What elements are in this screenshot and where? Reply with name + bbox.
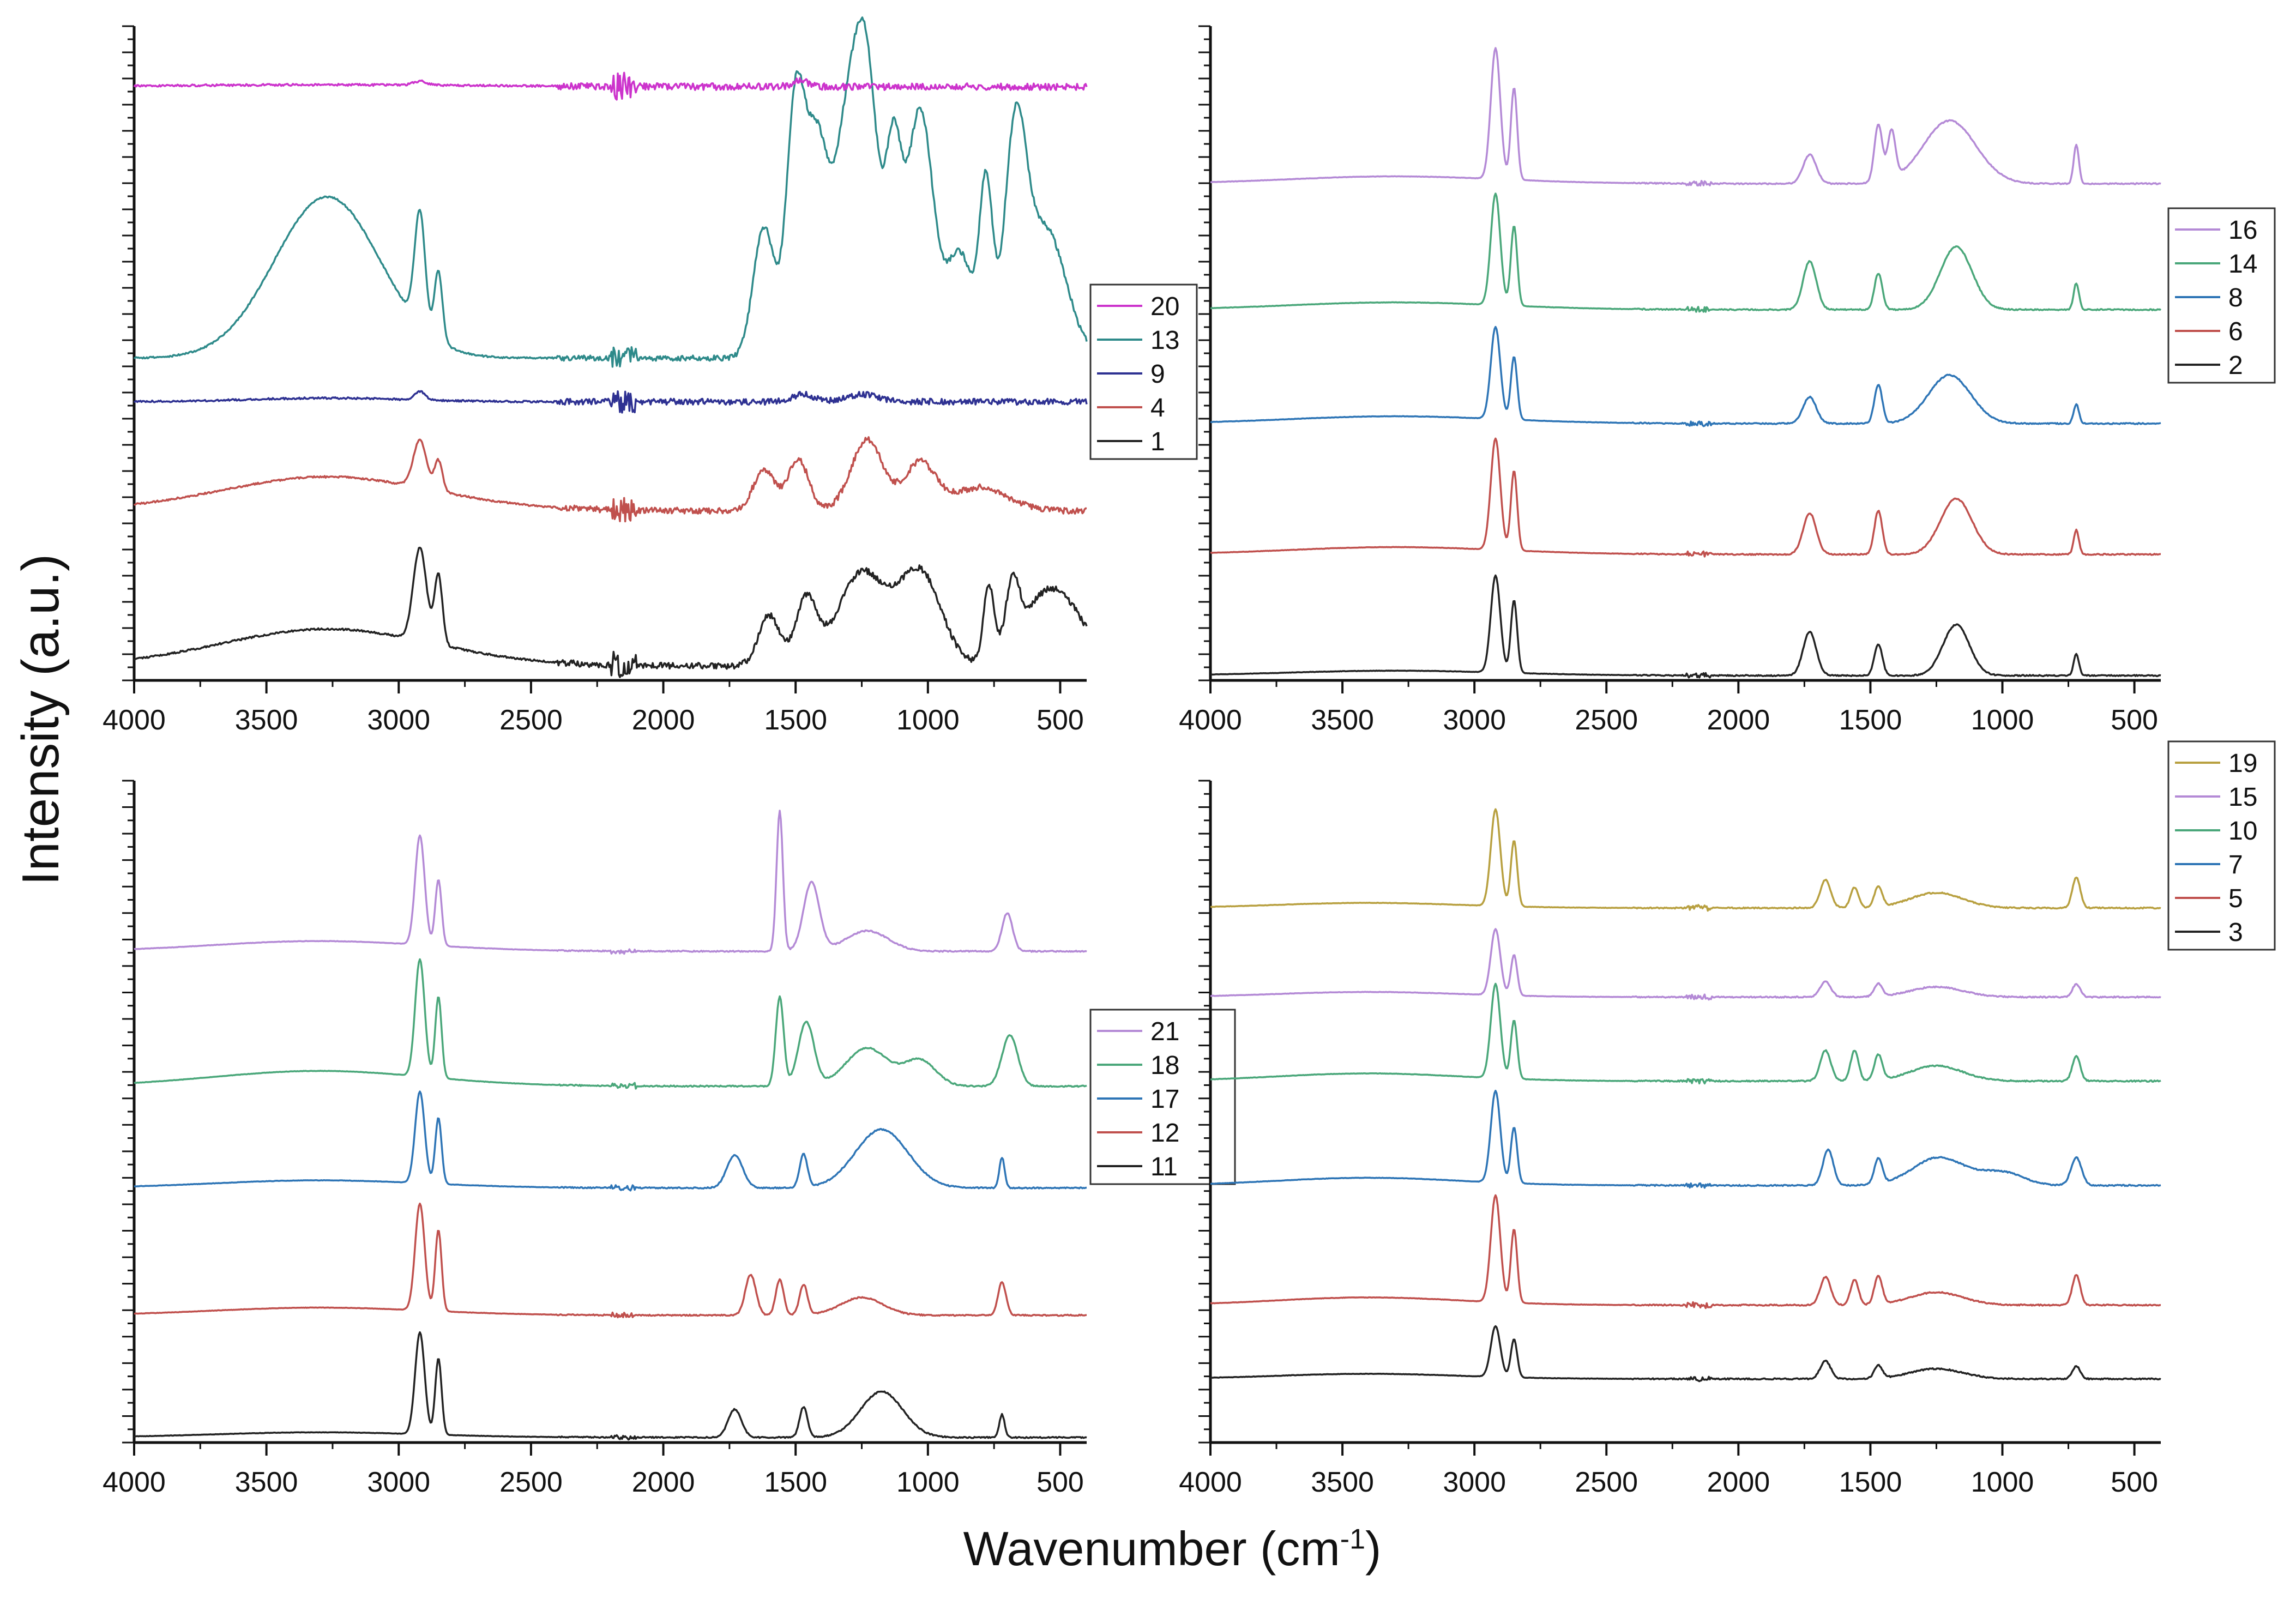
panel-bottom-right: 4000 3500 3000 2500 2000 1500 1000 500 19 15 10 7 5 3 bbox=[1179, 740, 2276, 1498]
x-tick-label: 3000 bbox=[1443, 1467, 1506, 1498]
series-line-12 bbox=[134, 1202, 1087, 1319]
x-axis-label-superscript: -1 bbox=[1340, 1523, 1366, 1555]
legend-label-10: 10 bbox=[2228, 817, 2257, 846]
legend-label-15: 15 bbox=[2228, 783, 2257, 812]
x-tick-label: 1000 bbox=[896, 704, 960, 736]
x-tick-label: 1500 bbox=[1839, 1467, 1902, 1498]
series-line-17 bbox=[134, 1090, 1087, 1192]
x-tick-label: 3000 bbox=[367, 1467, 430, 1498]
series-line-10 bbox=[1210, 982, 2161, 1085]
series-line-6 bbox=[1210, 437, 2161, 558]
x-tick-label: 4000 bbox=[1179, 1467, 1242, 1498]
legend-label-11: 11 bbox=[1150, 1153, 1178, 1181]
legend-label-14: 14 bbox=[2228, 250, 2257, 279]
series-line-2 bbox=[1210, 574, 2161, 679]
x-tick-label: 4000 bbox=[103, 704, 166, 736]
legend-label-18: 18 bbox=[1150, 1051, 1179, 1080]
x-axis-label-close: ) bbox=[1365, 1522, 1382, 1576]
x-tick-label: 500 bbox=[2111, 704, 2158, 736]
series-line-16 bbox=[1210, 47, 2161, 187]
series-line-7 bbox=[1210, 1089, 2161, 1189]
legend-label-21: 21 bbox=[1150, 1017, 1179, 1046]
x-tick-label: 2500 bbox=[499, 1467, 563, 1498]
legend-label-9: 9 bbox=[1150, 360, 1165, 389]
series-line-9 bbox=[133, 390, 1088, 414]
series-line-18 bbox=[134, 958, 1087, 1090]
x-tick-label: 1500 bbox=[1839, 704, 1902, 736]
x-tick-label: 2000 bbox=[1707, 1467, 1770, 1498]
legend-label-17: 17 bbox=[1150, 1085, 1179, 1114]
legend-label-3: 3 bbox=[2228, 918, 2243, 947]
x-tick-label: 3000 bbox=[1443, 704, 1506, 736]
x-tick-label: 3500 bbox=[1311, 1467, 1374, 1498]
x-tick-label: 3500 bbox=[1311, 704, 1374, 736]
x-tick-label: 3000 bbox=[367, 704, 430, 736]
x-tick-label: 2000 bbox=[632, 1467, 695, 1498]
legend-label-12: 12 bbox=[1150, 1119, 1179, 1148]
y-axis-label: Intensity (a.u.) bbox=[11, 553, 70, 886]
x-tick-label: 3500 bbox=[235, 704, 298, 736]
legend-label-4: 4 bbox=[1150, 394, 1165, 423]
series-line-19 bbox=[1210, 808, 2161, 912]
x-tick-label: 1500 bbox=[764, 1467, 827, 1498]
legend-label-7: 7 bbox=[2228, 850, 2243, 879]
legend-box bbox=[2167, 740, 2276, 951]
legend-label-2: 2 bbox=[2228, 351, 2243, 380]
series-line-8 bbox=[1210, 325, 2161, 427]
legend-box bbox=[2167, 207, 2276, 384]
legend-label-5: 5 bbox=[2228, 884, 2243, 913]
legend-label-13: 13 bbox=[1150, 326, 1179, 355]
series-line-14 bbox=[1210, 192, 2162, 313]
legend-label-6: 6 bbox=[2228, 317, 2243, 346]
series-line-11 bbox=[134, 1331, 1087, 1441]
x-tick-label: 2000 bbox=[632, 704, 695, 736]
legend-label-16: 16 bbox=[2228, 216, 2257, 245]
x-axis-label: Wavenumber (cm-1) bbox=[927, 1521, 1418, 1586]
legend-label-1: 1 bbox=[1150, 427, 1165, 456]
x-tick-label: 2500 bbox=[499, 704, 563, 736]
series-line-20 bbox=[133, 71, 1088, 101]
x-tick-label: 1000 bbox=[1971, 1467, 2034, 1498]
series-line-13 bbox=[133, 16, 1088, 368]
panel-top-right: 4000 3500 3000 2500 2000 1500 1000 500 16 14 8 6 2 bbox=[1179, 25, 2276, 736]
x-tick-label: 1000 bbox=[896, 1467, 960, 1498]
series-line-1 bbox=[134, 546, 1088, 678]
series-line-5 bbox=[1210, 1194, 2161, 1310]
legend-box bbox=[1089, 283, 1198, 460]
x-tick-label: 500 bbox=[1036, 1467, 1084, 1498]
legend-label-8: 8 bbox=[2228, 283, 2243, 312]
x-tick-label: 1000 bbox=[1971, 704, 2034, 736]
y-axis-label-wrapper: Intensity (a.u.) bbox=[11, 554, 71, 885]
x-tick-label: 500 bbox=[1036, 704, 1084, 736]
series-line-15 bbox=[1210, 928, 2161, 1001]
series-line-21 bbox=[134, 810, 1087, 955]
x-tick-label: 2500 bbox=[1575, 1467, 1638, 1498]
x-axis-label-main: Wavenumber (cm bbox=[963, 1522, 1340, 1576]
legend-label-19: 19 bbox=[2228, 749, 2257, 778]
x-tick-label: 4000 bbox=[103, 1467, 166, 1498]
x-tick-label: 4000 bbox=[1179, 704, 1242, 736]
series-line-4 bbox=[133, 436, 1087, 523]
x-tick-label: 2000 bbox=[1707, 704, 1770, 736]
panel-bottom-left: 4000 3500 3000 2500 2000 1500 1000 500 21 18 17 12 1… bbox=[103, 780, 1236, 1498]
x-tick-label: 3500 bbox=[235, 1467, 298, 1498]
x-tick-label: 1500 bbox=[764, 704, 827, 736]
panel-top-left: 4000 3500 3000 2500 2000 1500 1000 500 20 13 9 4 1 bbox=[103, 16, 1198, 736]
legend-label-20: 20 bbox=[1150, 292, 1179, 321]
series-line-3 bbox=[1210, 1325, 2161, 1383]
x-tick-label: 500 bbox=[2111, 1467, 2158, 1498]
x-tick-label: 2500 bbox=[1575, 704, 1638, 736]
